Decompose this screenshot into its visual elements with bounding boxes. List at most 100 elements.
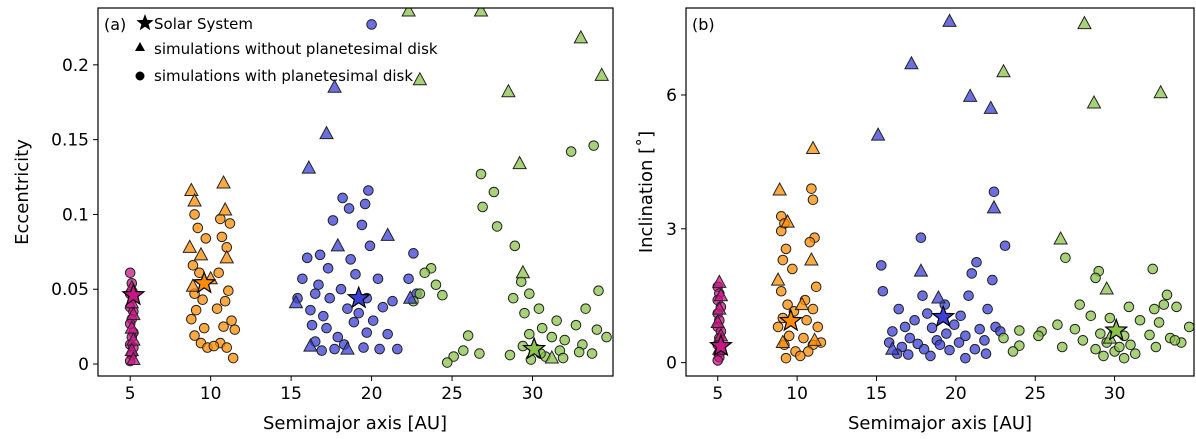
point-with-disk-neptune [524,288,535,300]
point-with-disk-neptune [1098,350,1109,362]
point-with-disk-neptune [1118,352,1130,364]
point-with-disk-uranus [909,314,920,326]
point-with-disk-uranus [361,327,373,338]
point-with-disk-uranus [902,349,914,360]
point-without-disk-jupiter [126,351,141,366]
point-with-disk-neptune [448,351,459,362]
point-without-disk-uranus [380,227,396,241]
point-with-disk-neptune [565,146,577,157]
point-with-disk-uranus [960,352,971,364]
point-with-disk-uranus [345,254,356,265]
point-with-disk-neptune [533,303,545,314]
y-tick-label: 0.2 [62,56,89,76]
point-with-disk-neptune [591,324,603,335]
x-tick-label: 25 [1024,384,1046,404]
point-with-disk-uranus [941,328,952,339]
point-without-disk-uranus [885,341,900,355]
panel-a-points [121,8,612,368]
point-with-disk-saturn [186,313,197,325]
point-with-disk-uranus [329,343,340,355]
point-with-disk-uranus [877,285,889,297]
point-without-disk-neptune [401,8,416,17]
point-with-disk-neptune [573,346,585,358]
point-with-disk-saturn [192,222,204,234]
point-without-disk-uranus [913,263,929,277]
point-with-disk-saturn [787,263,798,275]
point-with-disk-neptune [1161,289,1173,301]
point-with-disk-neptune [1114,341,1125,353]
point-with-disk-neptune [1052,319,1063,331]
point-without-disk-jupiter [124,320,140,334]
point-with-disk-saturn [216,231,228,243]
point-without-disk-saturn [187,192,202,207]
point-with-disk-saturn [224,218,236,229]
panel-b-xlabel: Semimajor axis [AU] [848,413,1032,434]
point-with-disk-uranus [322,262,334,274]
panel-a-frame [97,7,614,377]
point-without-disk-saturn [770,272,786,286]
point-with-disk-neptune [491,221,503,232]
point-with-disk-uranus [374,343,385,355]
point-with-disk-saturn [198,322,210,334]
point-without-disk-uranus [319,125,334,140]
point-without-disk-neptune [573,29,589,44]
point-with-disk-neptune [419,267,431,279]
point-with-disk-uranus [904,332,916,344]
point-with-disk-uranus [297,273,308,285]
panel-a-ticks: 5 10 15 20 25 30 0 0.05 0.1 0.15 0.2 [51,56,543,404]
point-without-disk-saturn [794,296,810,311]
point-without-disk-neptune [473,8,489,17]
solar-system-star-uranus [931,304,956,328]
point-with-disk-saturn [226,315,237,326]
point-with-disk-saturn [780,352,792,364]
x-tick-label: 20 [361,384,383,404]
point-with-disk-uranus [403,273,414,285]
point-without-disk-neptune [1099,280,1115,295]
solar-system-star-neptune [522,336,547,360]
point-with-disk-uranus [987,274,998,286]
point-without-disk-uranus [931,289,946,304]
point-with-disk-saturn [772,321,784,333]
point-without-disk-jupiter [711,274,727,288]
point-with-disk-saturn [189,330,200,341]
point-with-disk-uranus [948,319,960,331]
point-with-disk-neptune [1060,252,1071,264]
point-with-disk-uranus [387,295,398,307]
y-tick-label: 0 [78,355,89,375]
point-with-disk-neptune [519,307,530,319]
panel-a-label: (a) [104,15,126,34]
x-tick-label: 25 [441,384,463,404]
point-with-disk-neptune [462,330,474,341]
point-without-disk-saturn [219,249,235,264]
point-with-disk-neptune [475,168,487,180]
point-without-disk-uranus [986,199,1002,214]
point-without-disk-uranus [962,88,978,102]
point-with-disk-neptune [570,319,582,331]
point-without-disk-neptune [594,67,610,81]
point-with-disk-uranus [922,308,933,319]
x-tick-label: 10 [200,384,222,404]
legend-without-disk: simulations without planetesimal disk [154,40,438,58]
point-with-disk-neptune [1153,317,1165,328]
point-without-disk-saturn [184,182,199,197]
point-with-disk-neptune [1007,346,1019,357]
point-with-disk-uranus [327,215,339,226]
point-with-disk-neptune [507,292,519,304]
point-with-disk-saturn [795,350,806,362]
point-with-disk-saturn [777,254,789,266]
point-with-disk-jupiter [712,355,724,366]
point-with-disk-neptune [588,140,599,151]
point-with-disk-saturn [197,294,208,306]
point-with-disk-uranus [324,292,336,304]
point-with-disk-saturn [807,303,819,315]
point-with-disk-saturn [807,194,819,206]
x-tick-label: 10 [786,384,808,404]
point-with-disk-uranus [982,303,993,315]
point-with-disk-uranus [392,343,403,355]
point-with-disk-uranus [301,252,313,264]
point-with-disk-neptune [1149,303,1160,315]
point-with-disk-uranus [934,339,946,351]
point-without-disk-saturn [805,140,821,155]
point-with-disk-neptune [557,352,569,364]
